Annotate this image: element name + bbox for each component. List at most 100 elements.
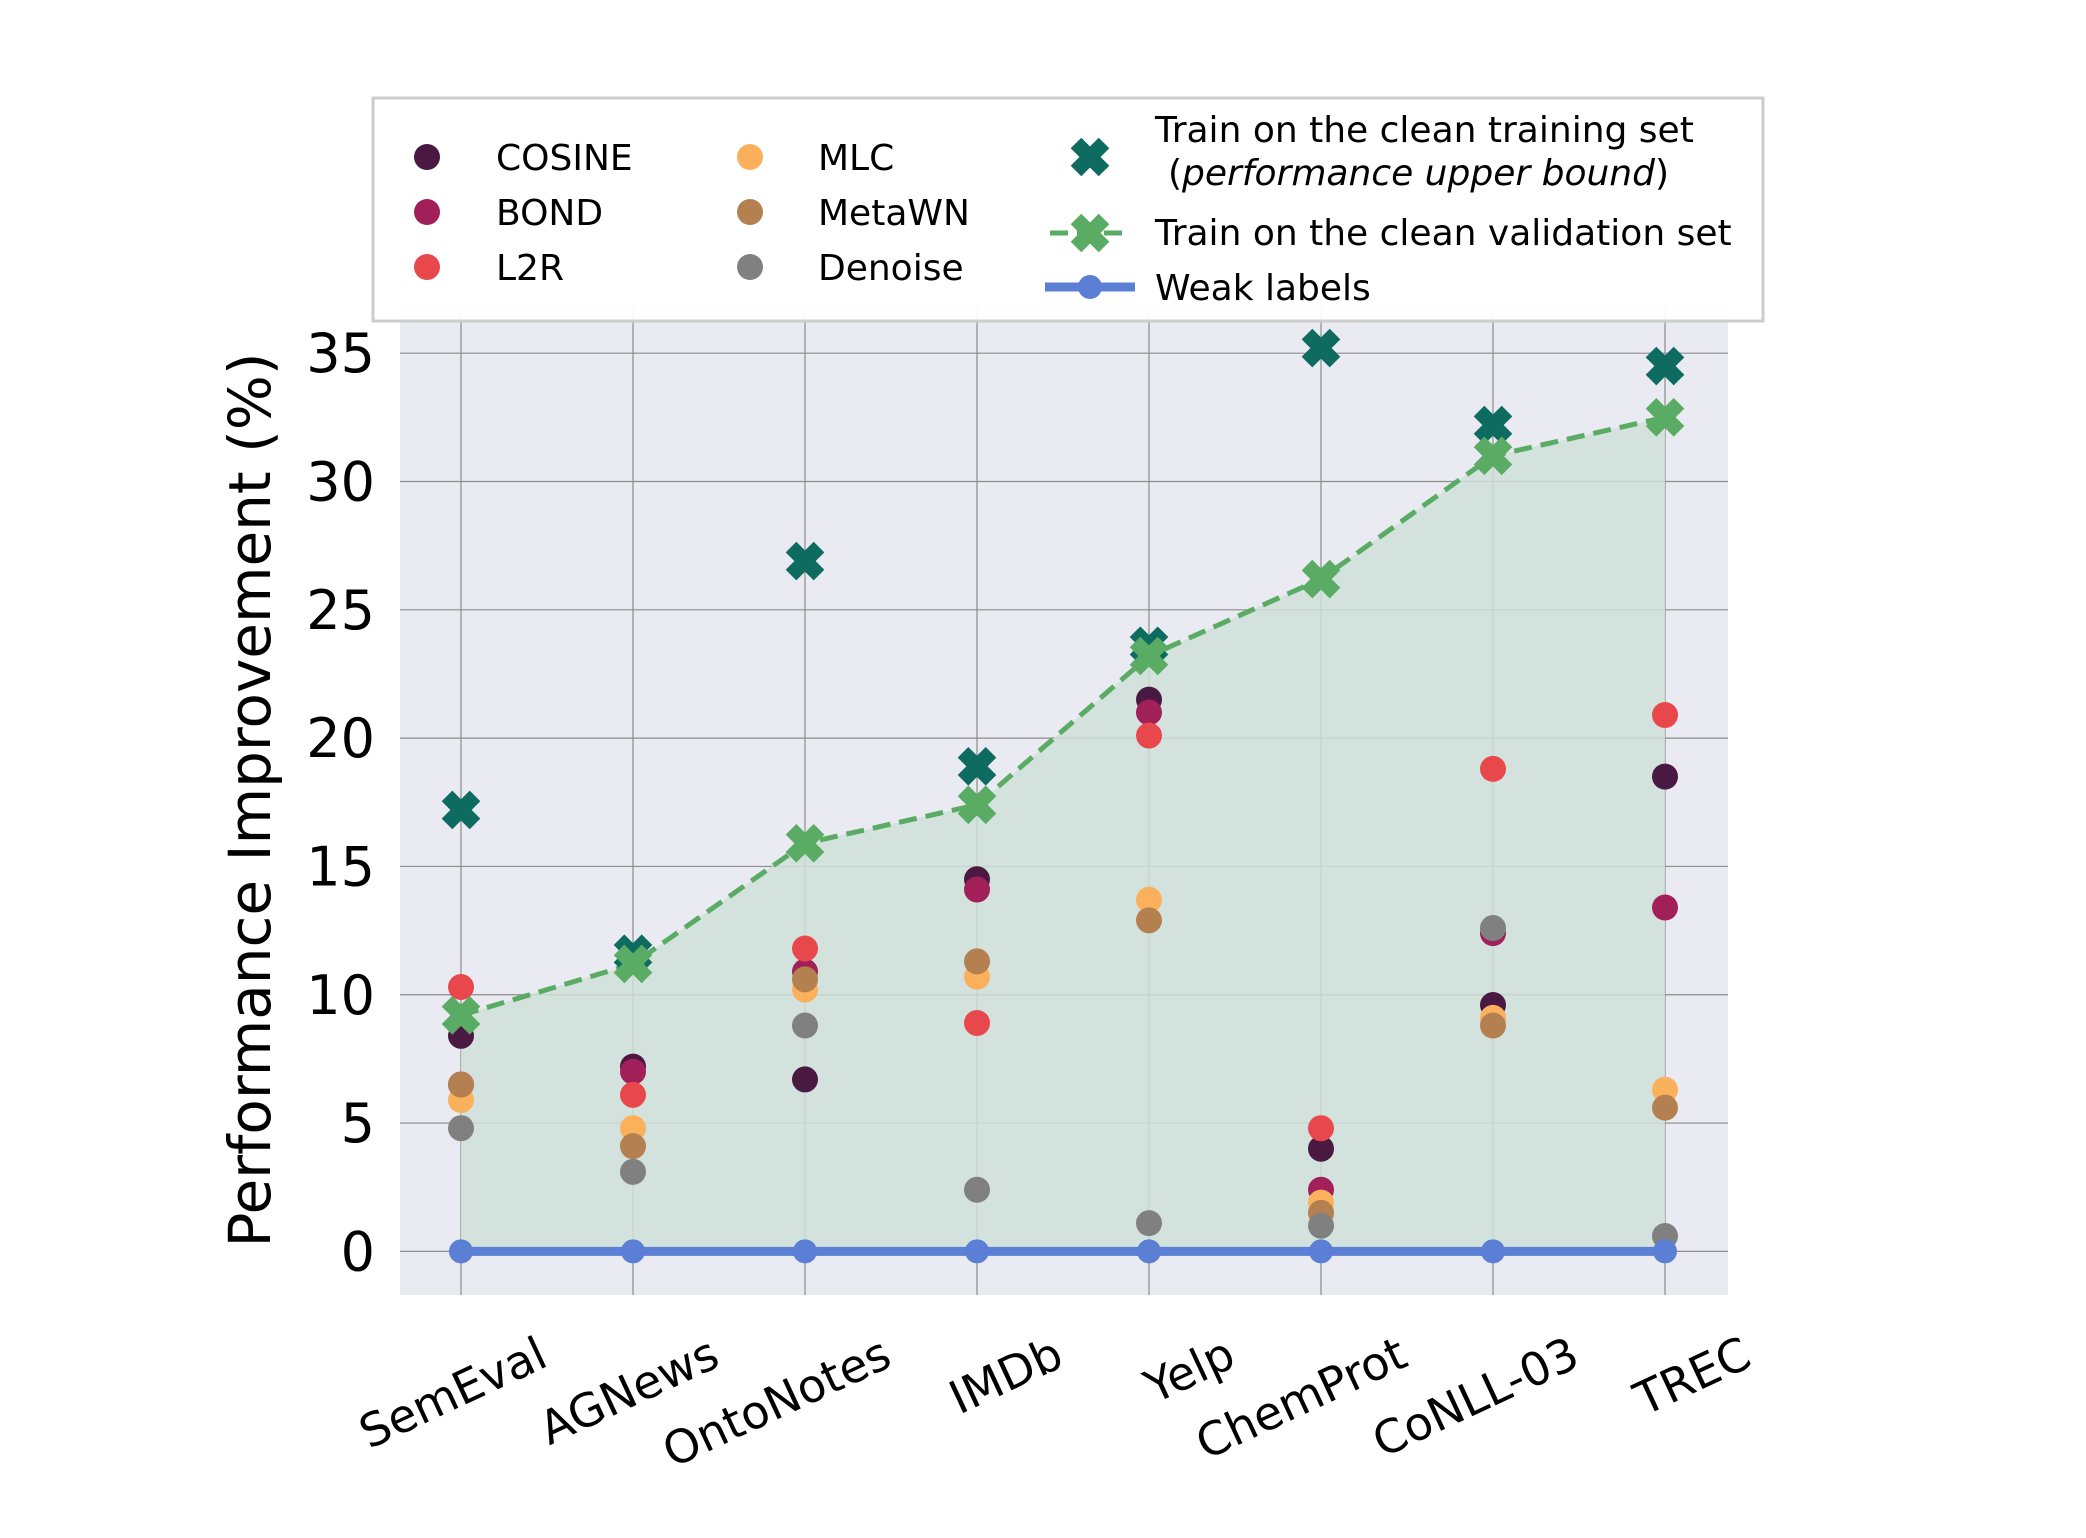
legend-note-close: ) — [1655, 153, 1669, 194]
clean-train-marker — [785, 541, 825, 581]
clean-validation-marker — [1473, 436, 1513, 476]
y-tick-label: 10 — [306, 964, 375, 1027]
clean-validation-marker-stroke — [613, 944, 653, 984]
data-point-mlc — [620, 1115, 646, 1142]
weak-labels-point — [1481, 1239, 1505, 1264]
clean-train-marker — [1473, 405, 1513, 445]
data-point-denoise — [1308, 1212, 1334, 1239]
legend-marker-clean-train — [1070, 137, 1110, 177]
data-point-bond — [1136, 699, 1162, 726]
clean-validation-marker — [1129, 636, 1169, 676]
legend-marker-clean-train-stroke — [1070, 137, 1110, 177]
clean-train-marker-stroke — [441, 790, 481, 830]
clean-validation-marker-stroke — [957, 785, 997, 825]
legend-marker-bond — [414, 199, 440, 225]
data-point-cosine — [1652, 763, 1678, 790]
legend-label-weak-labels: Weak labels — [1155, 268, 1371, 309]
data-point-l2r — [964, 1009, 990, 1036]
data-point-denoise — [792, 1012, 818, 1039]
data-point-metawn — [1652, 1094, 1678, 1121]
x-tick-label: Yelp — [1135, 1326, 1242, 1414]
data-point-l2r — [448, 974, 474, 1001]
legend-marker-weak-labels — [1078, 275, 1102, 299]
weak-labels-point — [1653, 1239, 1677, 1264]
data-point-denoise — [1480, 915, 1506, 942]
data-point-metawn — [792, 966, 818, 993]
y-tick-label: 0 — [341, 1220, 375, 1283]
validation-dashed-line — [460, 414, 1666, 1018]
point-layer — [448, 686, 1678, 1249]
legend-label-denoise: Denoise — [818, 248, 964, 289]
clean-validation-marker — [1645, 398, 1685, 437]
clean-train-marker — [441, 790, 481, 830]
clean-train-marker-stroke — [1645, 346, 1685, 386]
clean-validation-marker-stroke — [1129, 636, 1169, 676]
y-tick-label: 30 — [306, 451, 375, 514]
legend-label-clean-validation: Train on the clean validation set — [1154, 213, 1732, 254]
weak-labels-point — [621, 1239, 645, 1264]
x-tick-label: TREC — [1625, 1326, 1759, 1427]
data-point-metawn — [1480, 1012, 1506, 1039]
data-point-denoise — [620, 1158, 646, 1185]
clean-train-marker-stroke — [1473, 405, 1513, 445]
y-tick-label: 15 — [306, 835, 375, 898]
data-point-mlc — [1652, 1076, 1678, 1103]
data-point-metawn — [1136, 907, 1162, 934]
y-axis-label: Performance Improvement (%) — [216, 353, 284, 1248]
weak-labels-point — [449, 1239, 473, 1264]
x-tick-label: SemEval — [351, 1326, 555, 1459]
validation-area-fill — [461, 417, 1665, 1252]
data-point-denoise — [448, 1115, 474, 1142]
data-point-metawn — [964, 948, 990, 975]
legend-label-clean-train-note: (performance upper bound) — [1168, 153, 1669, 194]
data-point-bond — [1652, 894, 1678, 921]
fill-layer — [461, 417, 1665, 1252]
weak-labels-point — [793, 1239, 817, 1264]
y-tick-label: 35 — [306, 322, 375, 385]
clean-train-marker — [1645, 346, 1685, 386]
clean-validation-marker — [613, 944, 653, 984]
clean-validation-marker — [1301, 559, 1341, 599]
legend-label-cosine: COSINE — [496, 138, 633, 179]
weak-labels-point — [1137, 1239, 1161, 1264]
data-point-l2r — [1308, 1115, 1334, 1142]
legend-label-metawn: MetaWN — [818, 193, 970, 234]
clean-train-marker — [957, 747, 997, 786]
clean-train-marker-stroke — [957, 747, 997, 786]
legend-marker-metawn — [737, 199, 763, 225]
marker-layer — [441, 328, 1685, 1264]
data-point-denoise — [964, 1176, 990, 1203]
legend-label-l2r: L2R — [496, 248, 564, 289]
legend-label-bond: BOND — [496, 193, 603, 234]
data-point-cosine — [792, 1066, 818, 1093]
y-tick-label: 5 — [341, 1092, 375, 1155]
data-point-denoise — [1136, 1210, 1162, 1237]
data-point-bond — [620, 1058, 646, 1085]
data-point-l2r — [1136, 722, 1162, 749]
clean-train-marker-stroke — [785, 541, 825, 581]
data-point-metawn — [620, 1133, 646, 1160]
legend-marker-cosine — [414, 144, 440, 170]
legend-marker-denoise — [737, 254, 763, 280]
data-point-cosine — [1308, 1135, 1334, 1162]
data-point-l2r — [1480, 755, 1506, 782]
legend-marker-mlc — [737, 144, 763, 170]
clean-validation-marker — [441, 995, 481, 1035]
x-tick-label: IMDb — [941, 1326, 1071, 1425]
line-layer — [460, 414, 1666, 1018]
legend-marker-clean-validation — [1070, 213, 1110, 253]
clean-validation-marker-stroke — [1473, 436, 1513, 476]
clean-validation-marker — [957, 785, 997, 825]
clean-validation-marker-stroke — [441, 995, 481, 1035]
data-point-metawn — [448, 1071, 474, 1098]
y-tick-label: 25 — [306, 579, 375, 642]
clean-validation-marker-stroke — [1645, 398, 1685, 437]
data-point-bond — [964, 876, 990, 903]
legend-label-clean-train: Train on the clean training set — [1154, 110, 1694, 151]
legend-note-open: ( — [1168, 153, 1182, 194]
legend-label-mlc: MLC — [818, 138, 894, 179]
legend-marker-clean-validation-stroke — [1070, 213, 1110, 253]
weak-labels-point — [965, 1239, 989, 1264]
